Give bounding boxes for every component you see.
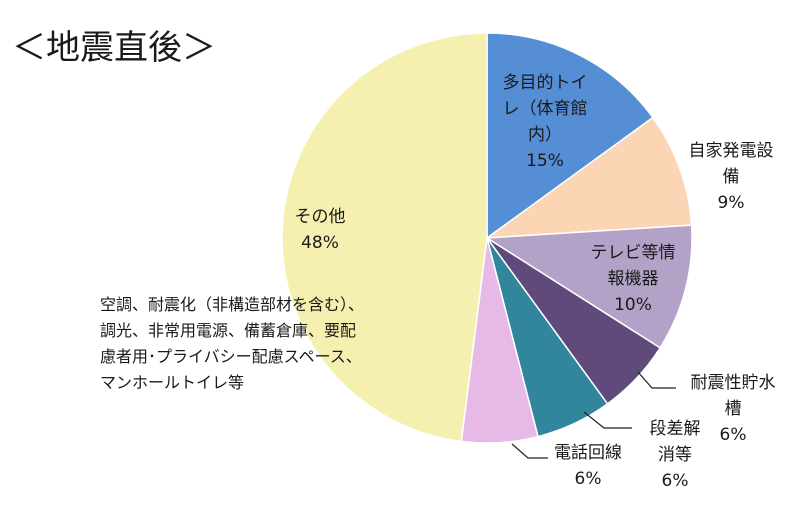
other-annotation: 空調、耐震化（非構造部材を含む）、 調光、非常用電源、備蓄倉庫、要配 慮者用･プ… <box>100 295 365 392</box>
pie-slice-other <box>281 32 488 443</box>
pie-slice-multipurpose-toilet <box>486 32 654 240</box>
pie-slice-tv-information-equipment <box>484 224 693 349</box>
leader-line-seismic-water-tank <box>637 371 676 389</box>
leader-line-phone-line <box>511 443 548 459</box>
slice-label-tv-information-equipment: テレビ等情 報機器 10% <box>590 243 676 315</box>
slice-label-private-generator: 自家発電設 備 9% <box>688 141 774 213</box>
slice-label-other: その他 48% <box>294 207 346 253</box>
slice-label-phone-line: 電話回線 6% <box>554 443 622 489</box>
slice-label-step-removal: 段差解 消等 6% <box>649 419 701 491</box>
slice-label-multipurpose-toilet: 多目的トイ レ（体育館 内） 15% <box>502 73 588 171</box>
leader-line-step-removal <box>583 411 632 429</box>
page-title: ＜地震直後＞ <box>12 28 216 68</box>
slice-label-seismic-water-tank: 耐震性貯水 槽 6% <box>690 373 776 445</box>
pie-slice-private-generator <box>484 116 693 239</box>
